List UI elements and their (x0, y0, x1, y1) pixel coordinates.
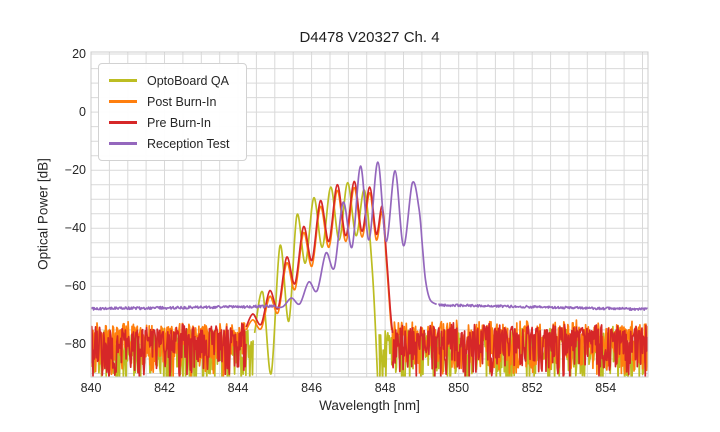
legend-label-pre-burn-in: Pre Burn-In (147, 115, 211, 130)
legend-line-swatch-post-burn-in (109, 100, 137, 103)
series-line-reception-test (91, 161, 648, 311)
x-tick-label: 850 (448, 381, 470, 395)
legend-item-post-burn-in: Post Burn-In (109, 91, 236, 112)
x-tick-label: 848 (374, 381, 396, 395)
legend-item-optoboard-qa: OptoBoard QA (109, 70, 236, 91)
legend-line-swatch-optoboard-qa (109, 79, 137, 82)
legend-label-reception-test: Reception Test (147, 136, 230, 151)
legend-label-post-burn-in: Post Burn-In (147, 94, 217, 109)
legend-item-pre-burn-in: Pre Burn-In (109, 112, 236, 133)
x-tick-label: 854 (595, 381, 617, 395)
plot-border (90, 51, 649, 378)
x-tick-label: 840 (80, 381, 102, 395)
legend-label-optoboard-qa: OptoBoard QA (147, 73, 229, 88)
y-tick-label: −80 (64, 337, 86, 352)
x-tick-label: 846 (301, 381, 323, 395)
y-tick-label: −40 (64, 221, 86, 236)
legend: OptoBoard QA Post Burn-In Pre Burn-In Re… (98, 63, 247, 161)
legend-line-swatch-pre-burn-in (109, 121, 137, 124)
x-tick-label: 844 (227, 381, 249, 395)
y-tick-label: 0 (79, 105, 86, 120)
series-line-pre-burn-in (91, 180, 648, 377)
legend-line-swatch-reception-test (109, 142, 137, 145)
y-tick-label: −60 (64, 279, 86, 294)
y-tick-label: 20 (72, 47, 86, 62)
x-axis-label: Wavelength [nm] (319, 398, 420, 413)
x-tick-label: 852 (521, 381, 543, 395)
legend-item-reception-test: Reception Test (109, 133, 236, 154)
figure-title: D4478 V20327 Ch. 4 (299, 29, 440, 46)
x-tick-label: 842 (154, 381, 175, 395)
y-tick-label: −20 (64, 163, 86, 178)
